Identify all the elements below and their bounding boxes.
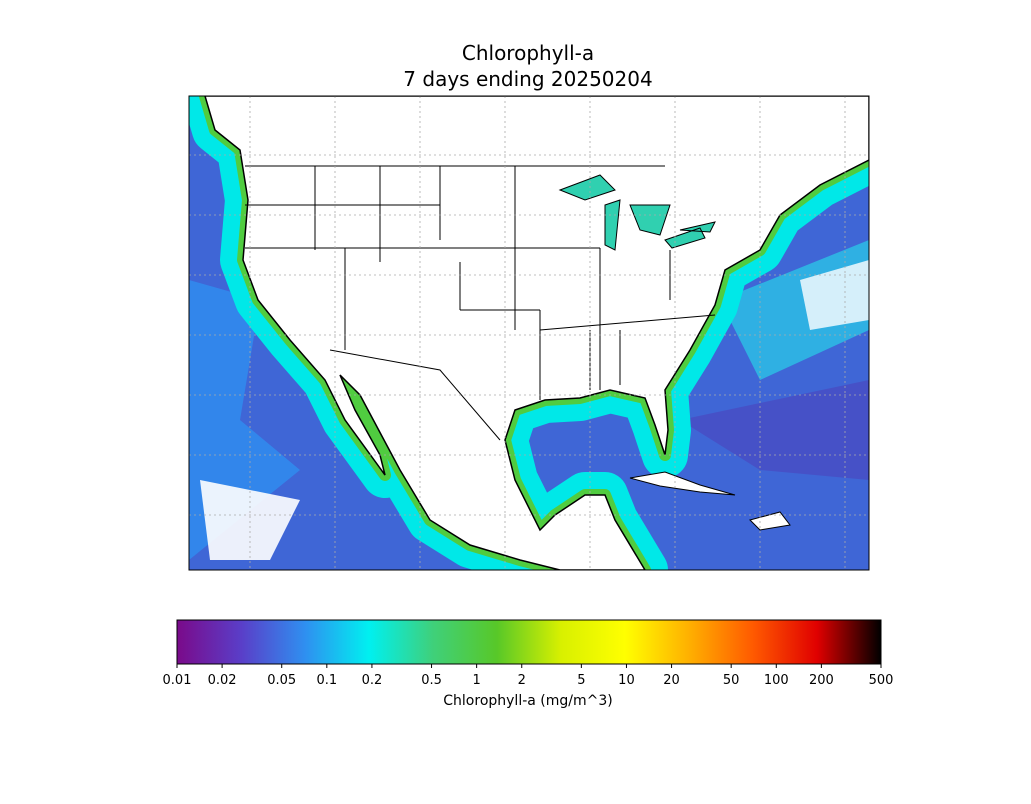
colorbar-ticks: 0.01 0.02 0.05 0.1 0.2 0.5 1 2 5 10 20 50 100 200 500 (163, 664, 894, 688)
borders (245, 165, 716, 441)
land (189, 96, 869, 570)
tick-label: 50 (723, 673, 740, 688)
cloud-gap (800, 260, 869, 330)
title-line: 7 days ending 20250204 (403, 67, 652, 91)
cloud-gap (200, 480, 300, 560)
tick-label: 0.01 (163, 673, 192, 688)
tick-label: 5 (577, 673, 585, 688)
tick-label: 500 (869, 673, 894, 688)
title-line: Chlorophyll-a (462, 41, 594, 65)
tick-label: 20 (663, 673, 680, 688)
tick-label: 2 (518, 673, 526, 688)
tick-label: 100 (764, 673, 789, 688)
tick-label: 0.02 (208, 673, 237, 688)
tick-label: 0.2 (362, 673, 383, 688)
colorbar (176, 619, 882, 665)
tick-label: 0.05 (267, 673, 296, 688)
island (629, 471, 736, 496)
ocean-patch (680, 380, 869, 480)
colorbar-label: Chlorophyll-a (mg/m^3) (443, 693, 612, 709)
tick-label: 0.5 (421, 673, 442, 688)
map (189, 96, 869, 570)
graticule (189, 96, 869, 570)
map-frame (188, 95, 870, 571)
tick-label: 0.1 (316, 673, 337, 688)
coastline (204, 96, 869, 570)
tick-label: 200 (809, 673, 834, 688)
great-lakes (558, 174, 716, 251)
tick-label: 1 (472, 673, 480, 688)
tick-label: 10 (618, 673, 635, 688)
